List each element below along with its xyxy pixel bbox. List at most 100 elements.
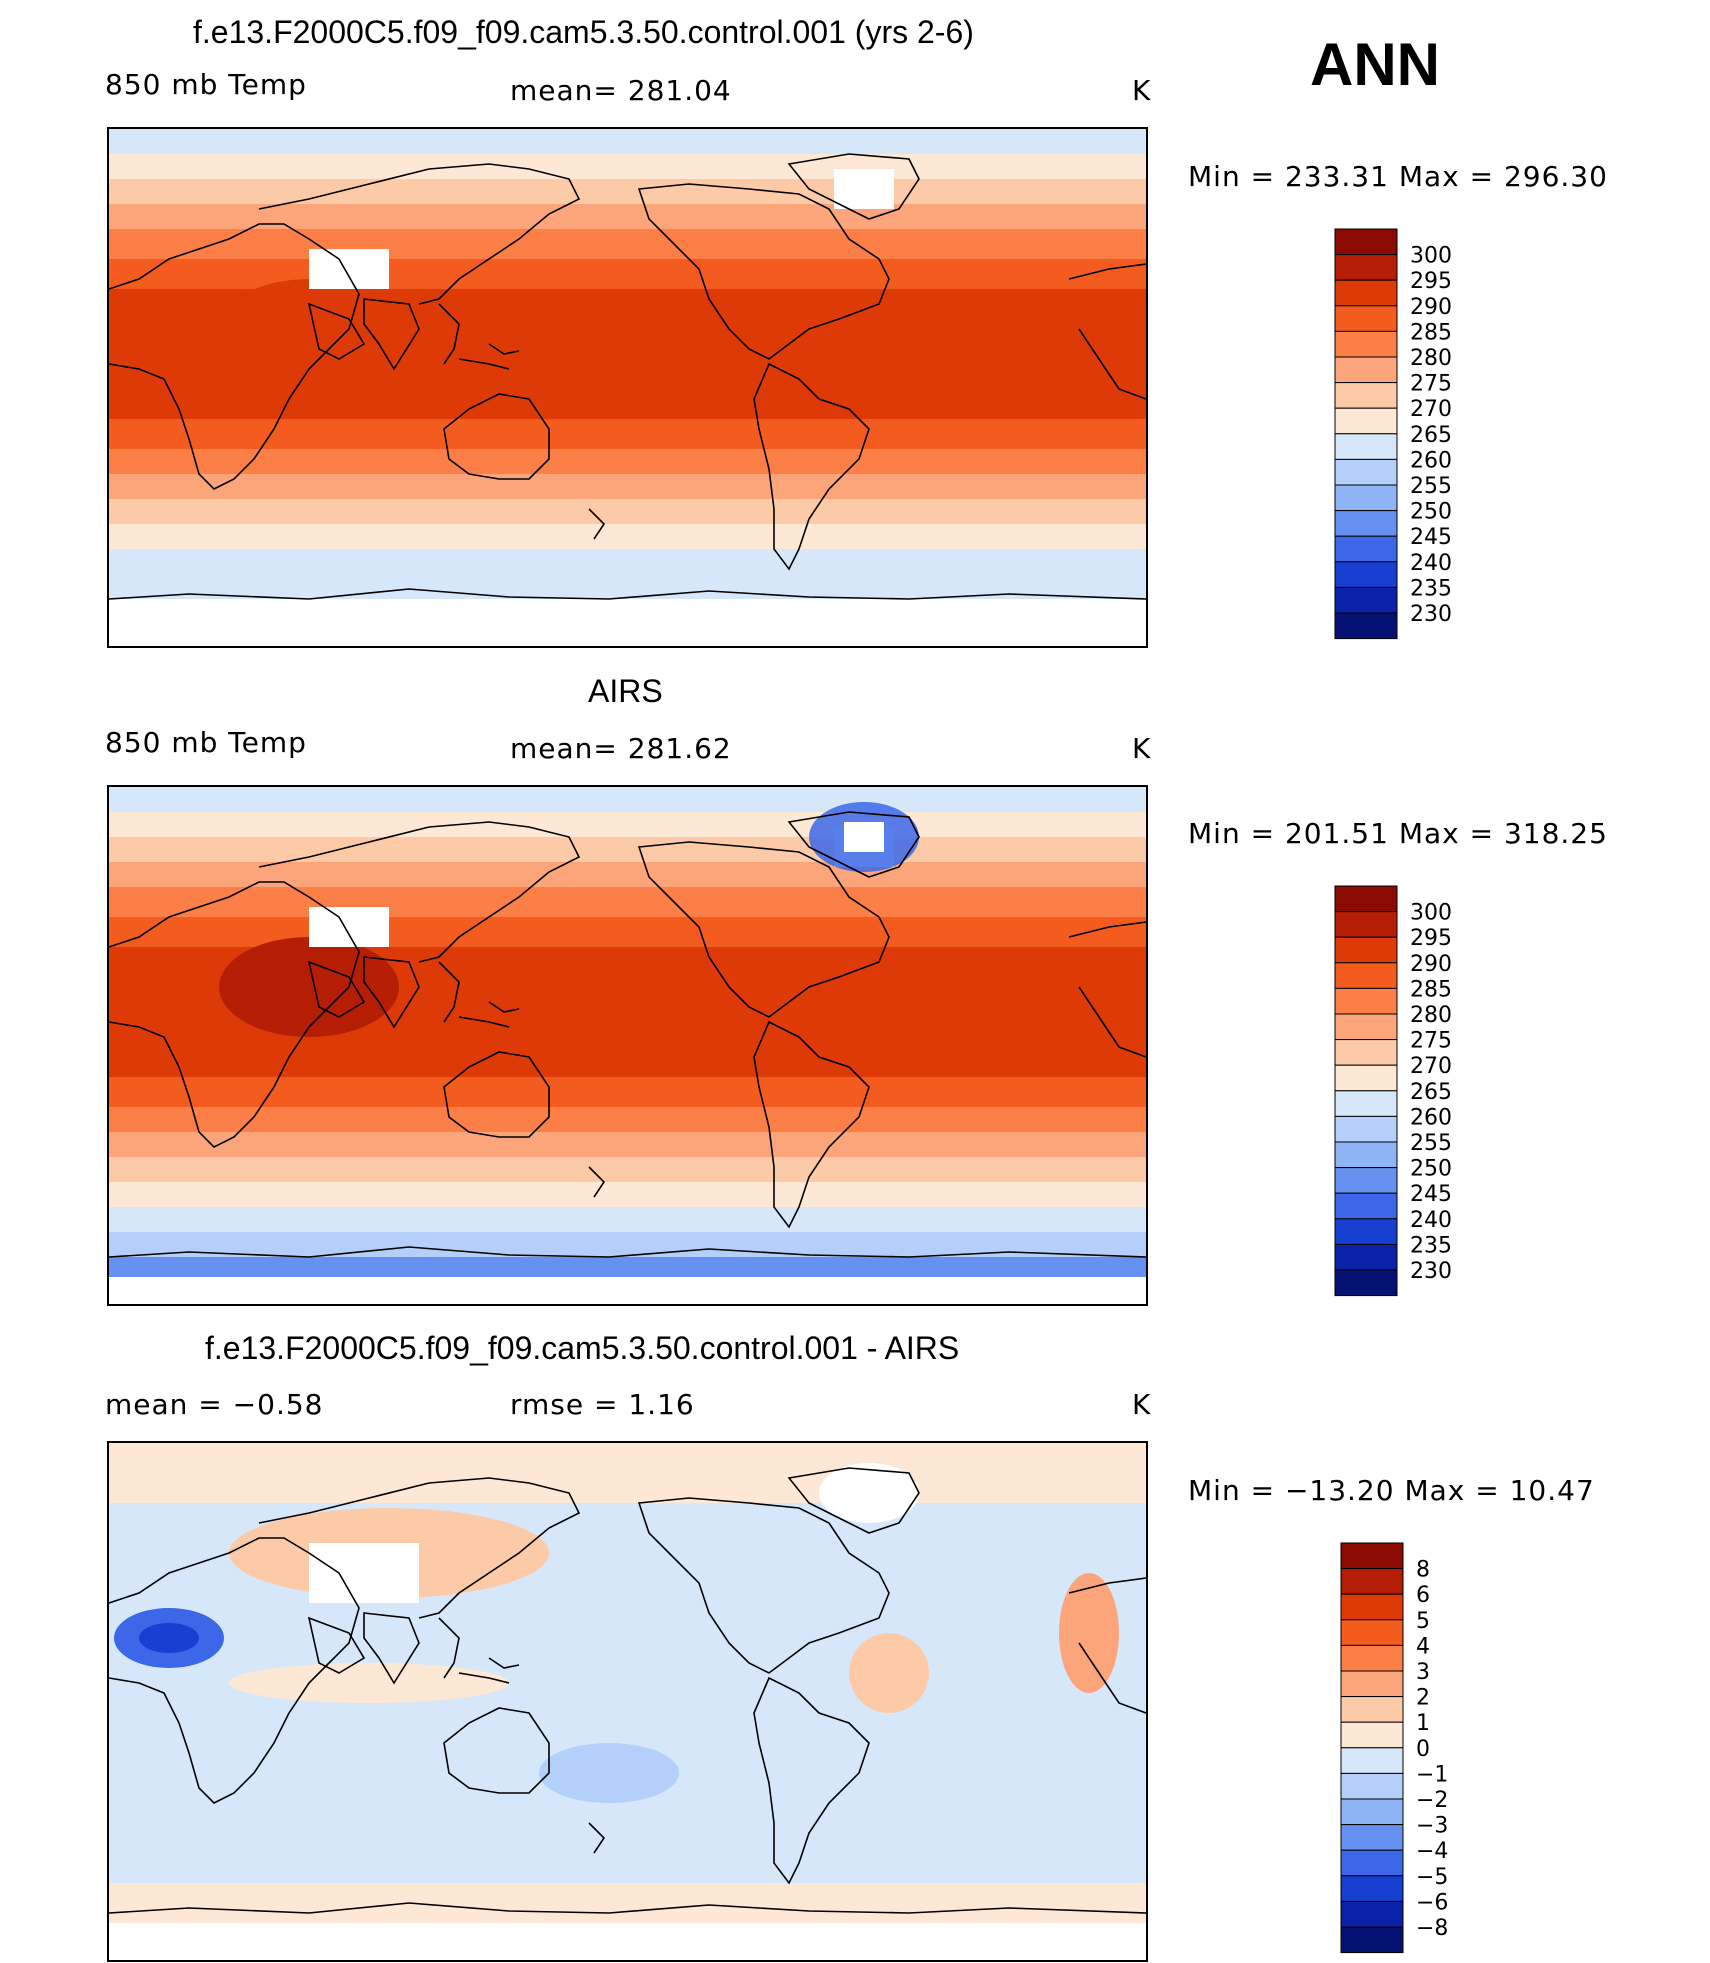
colorbar-swatch — [1340, 1875, 1404, 1902]
colorbar-swatch — [1334, 535, 1398, 563]
field-layer — [109, 787, 1146, 1304]
coastline — [787, 153, 920, 220]
colorbar-swatch — [1340, 1619, 1404, 1646]
coastline — [588, 1166, 606, 1198]
colorbar-swatch — [1334, 1192, 1398, 1220]
panel-2-variable-label: 850 mb Temp — [105, 726, 307, 759]
coastline — [1068, 263, 1146, 280]
colorbar-swatch — [1340, 1696, 1404, 1723]
colorbar-tick-label: 235 — [1410, 576, 1452, 601]
panel-1-variable-label: 850 mb Temp — [105, 68, 307, 101]
panel-3-colorbar: 8 6 5 4 3 2 1 0 −1 −2 −3 −4 −5 −6 −8 — [1340, 1542, 1490, 1954]
colorbar-swatch — [1334, 1141, 1398, 1169]
coastline — [1068, 1577, 1146, 1594]
colorbar-tick-label: 275 — [1410, 372, 1452, 397]
coastline — [488, 1657, 520, 1669]
coastline-layer — [109, 811, 1146, 1258]
colorbar-swatch — [1334, 885, 1398, 913]
colorbar-swatch — [1340, 1593, 1404, 1621]
colorbar-tick-label: −2 — [1416, 1788, 1448, 1813]
colorbar-tick-label: 290 — [1410, 952, 1452, 977]
colorbar-tick-label: −5 — [1416, 1865, 1448, 1890]
coastline — [588, 508, 606, 540]
coastline — [1078, 328, 1146, 400]
colorbar-swatch — [1340, 1670, 1404, 1698]
coastline — [588, 1822, 606, 1854]
colorbar-swatch — [1340, 1568, 1404, 1595]
colorbar-swatch — [1340, 1542, 1404, 1570]
colorbar-tick-label: −8 — [1416, 1916, 1448, 1941]
colorbar-tick-label: 280 — [1410, 1003, 1452, 1028]
coastline — [307, 1616, 366, 1674]
colorbar-tick-label: 245 — [1410, 1182, 1452, 1207]
colorbar-swatch — [1334, 407, 1398, 435]
coastline — [458, 1016, 510, 1028]
map-svg — [109, 1443, 1146, 1960]
coastline — [438, 1617, 460, 1679]
colorbar-swatch — [1340, 1849, 1404, 1877]
coastline — [307, 302, 366, 360]
panel-2-units-label: K — [1132, 732, 1152, 765]
colorbar-swatch — [1334, 1115, 1398, 1143]
colorbar-swatch — [1334, 911, 1398, 938]
coastline — [458, 358, 510, 370]
coastline — [753, 1676, 870, 1885]
colorbar-tick-label: 4 — [1416, 1634, 1430, 1659]
coastline — [109, 1537, 360, 1804]
colorbar-swatch — [1334, 330, 1398, 358]
colorbar-tick-label: −6 — [1416, 1890, 1448, 1915]
colorbar-swatch — [1340, 1824, 1404, 1851]
colorbar-tick-label: 285 — [1410, 320, 1452, 345]
panel-1-colorbar: 300 295 290 285 280 275 270 265 260 255 250 245 240 2… — [1334, 228, 1484, 640]
panel-2-map — [107, 785, 1148, 1306]
coastline-layer — [109, 1467, 1146, 1914]
coastline — [443, 1051, 550, 1138]
coastline — [109, 1246, 1146, 1258]
panel-3-rmse-label: rmse = 1.16 — [510, 1388, 695, 1421]
coastline — [109, 223, 360, 490]
colorbar-swatch — [1334, 1064, 1398, 1092]
colorbar-tick-label: 260 — [1410, 448, 1452, 473]
coastline — [307, 960, 366, 1018]
coastline — [258, 821, 581, 963]
coastline — [443, 1707, 550, 1794]
colorbar-swatch — [1334, 586, 1398, 614]
coastline — [363, 1612, 420, 1685]
coastline — [488, 1001, 520, 1013]
colorbar-swatch — [1340, 1798, 1404, 1826]
coastline — [488, 343, 520, 355]
panel-1-mean-label: mean= 281.04 — [510, 74, 732, 107]
colorbar-tick-label: 250 — [1410, 1157, 1452, 1182]
colorbar-swatch — [1334, 936, 1398, 964]
colorbar-swatch — [1334, 987, 1398, 1015]
coastline — [109, 588, 1146, 600]
colorbar-tick-label: 245 — [1410, 525, 1452, 550]
colorbar-tick-label: 1 — [1416, 1711, 1430, 1736]
colorbar-tick-label: 230 — [1410, 602, 1452, 627]
colorbar-swatch — [1334, 1039, 1398, 1066]
panel-2-title: AIRS — [588, 673, 663, 709]
colorbar-swatch — [1334, 484, 1398, 512]
coastline — [1078, 1642, 1146, 1714]
panel-3-units-label: K — [1132, 1388, 1152, 1421]
colorbar-tick-label: 240 — [1410, 1208, 1452, 1233]
colorbar-tick-label: 280 — [1410, 346, 1452, 371]
map-svg — [109, 787, 1146, 1304]
colorbar-swatch — [1340, 1644, 1404, 1672]
colorbar-tick-label: −4 — [1416, 1839, 1448, 1864]
coastline — [1068, 921, 1146, 938]
colorbar-tick-label: −1 — [1416, 1762, 1448, 1787]
colorbar-tick-label: 260 — [1410, 1105, 1452, 1130]
panel-3-mean-label: mean = −0.58 — [105, 1388, 324, 1421]
coastline-layer — [109, 153, 1146, 600]
coastline — [438, 303, 460, 365]
colorbar-tick-label: 5 — [1416, 1609, 1430, 1634]
colorbar-swatch — [1334, 962, 1398, 989]
colorbar-swatch — [1334, 1269, 1398, 1297]
colorbar-tick-label: 255 — [1410, 1131, 1452, 1156]
colorbar-tick-label: 255 — [1410, 474, 1452, 499]
coastline — [787, 1467, 920, 1534]
colorbar-tick-label: 265 — [1410, 1080, 1452, 1105]
colorbar-tick-label: 3 — [1416, 1660, 1430, 1685]
colorbar-svg: 3002952902852802752702652602552502452402… — [1334, 885, 1452, 1297]
